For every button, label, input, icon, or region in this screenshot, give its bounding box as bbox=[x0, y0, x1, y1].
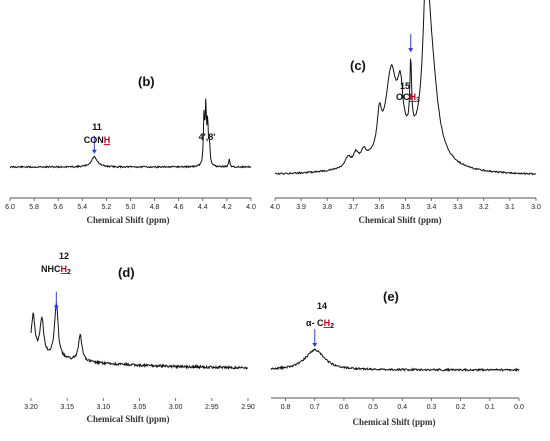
annotation-arrow-head bbox=[53, 305, 59, 310]
x-tick-label: 3.8 bbox=[322, 204, 332, 211]
highlighted-proton: H bbox=[61, 264, 68, 274]
x-tick-label: 3.5 bbox=[401, 204, 411, 211]
x-tick-label: 3.7 bbox=[348, 204, 358, 211]
x-tick-label: 3.20 bbox=[24, 404, 38, 411]
x-tick-label: 4.4 bbox=[198, 204, 208, 211]
nhch2-subscript: 2 bbox=[67, 269, 71, 276]
x-tick-label: 5.8 bbox=[29, 204, 39, 211]
panel-e-label: (e) bbox=[383, 289, 399, 304]
panel-e-alphach2-label: α- CH2 bbox=[306, 318, 334, 330]
panel-b-peak11-number: 11 bbox=[92, 122, 102, 132]
panel-b-48-label: 4',8' bbox=[199, 132, 216, 142]
x-tick-label: 0.3 bbox=[427, 404, 437, 411]
nhch2-text: NHC bbox=[41, 264, 61, 274]
panel-c-peak15-number: 15 bbox=[400, 81, 410, 91]
x-tick-label: 5.6 bbox=[53, 204, 63, 211]
highlighted-proton: H bbox=[104, 135, 111, 145]
x-tick-label: 5.2 bbox=[102, 204, 112, 211]
x-tick-label: 3.6 bbox=[375, 204, 385, 211]
och3-subscript: 3 bbox=[416, 97, 420, 104]
x-tick-label: 0.0 bbox=[514, 404, 524, 411]
x-tick-label: 0.7 bbox=[310, 404, 320, 411]
panel-e-peak14-number: 14 bbox=[317, 301, 327, 311]
spectrum-line bbox=[30, 303, 249, 370]
x-tick-label: 3.4 bbox=[427, 204, 437, 211]
panel-b-spectrum: 6.0 5.8 5.6 5.4 5.2 5.0 4.8 4.6 4.4 4.2 4.0 bbox=[5, 98, 256, 211]
x-tick-label: 0.1 bbox=[485, 404, 495, 411]
panel-e-xlabel: Chemical Shift (ppm) bbox=[353, 417, 436, 427]
spectrum-line bbox=[9, 98, 252, 169]
panel-d-nhch2-label: NHCH2 bbox=[41, 264, 71, 276]
x-tick-label: 2.95 bbox=[205, 404, 219, 411]
x-tick-label: 3.0 bbox=[531, 204, 541, 211]
panel-b-conh-label: CONH bbox=[84, 135, 111, 145]
panel-c-xlabel: Chemical Shift (ppm) bbox=[359, 215, 442, 225]
x-tick-label: 0.4 bbox=[397, 404, 407, 411]
x-tick-label: 4.0 bbox=[270, 204, 280, 211]
x-tick-label: 4.8 bbox=[150, 204, 160, 211]
x-tick-label: 6.0 bbox=[5, 204, 15, 211]
x-tick-label: 4.0 bbox=[246, 204, 256, 211]
x-tick-label: 3.9 bbox=[296, 204, 306, 211]
panel-b-xlabel: Chemical Shift (ppm) bbox=[87, 215, 170, 225]
och3-text: OC bbox=[396, 92, 410, 102]
highlighted-proton: H bbox=[324, 318, 331, 328]
panel-d-xlabel: Chemical Shift (ppm) bbox=[87, 414, 170, 424]
panel-c-label: (c) bbox=[350, 58, 366, 73]
x-tick-label: 3.3 bbox=[453, 204, 463, 211]
annotation-arrow-head bbox=[408, 48, 414, 53]
panel-d-peak12-number: 12 bbox=[59, 251, 69, 261]
x-tick-label: 3.10 bbox=[97, 404, 111, 411]
x-tick-label: 3.1 bbox=[505, 204, 515, 211]
panel-c-och3-label: OCH3 bbox=[396, 92, 420, 104]
x-tick-label: 5.4 bbox=[77, 204, 87, 211]
x-tick-label: 3.15 bbox=[60, 404, 74, 411]
x-tick-label: 0.5 bbox=[368, 404, 378, 411]
x-tick-label: 2.90 bbox=[241, 404, 255, 411]
x-tick-label: 5.0 bbox=[126, 204, 136, 211]
panel-d-label: (d) bbox=[118, 265, 135, 280]
x-tick-label: 3.00 bbox=[169, 404, 183, 411]
x-tick-label: 4.6 bbox=[174, 204, 184, 211]
panel-e-spectrum: 0.8 0.7 0.6 0.5 0.4 0.3 0.2 0.1 0.0 bbox=[270, 329, 524, 411]
spectrum-line bbox=[270, 348, 520, 373]
highlighted-proton: H bbox=[410, 92, 417, 102]
conh-text: CON bbox=[84, 135, 104, 145]
x-tick-label: 0.6 bbox=[339, 404, 349, 411]
x-tick-label: 0.2 bbox=[456, 404, 466, 411]
alphach2-subscript: 2 bbox=[330, 323, 334, 330]
spectrum-line bbox=[275, 0, 537, 176]
panel-c-spectrum: 4.0 3.9 3.8 3.7 3.6 3.5 3.4 3.3 3.2 3.1 3.0 bbox=[270, 0, 541, 211]
alphach2-text: α- C bbox=[306, 318, 324, 328]
panel-d-spectrum: 3.20 3.15 3.10 3.05 3.00 2.95 2.90 bbox=[24, 291, 255, 411]
x-tick-label: 3.2 bbox=[479, 204, 489, 211]
annotation-arrow-head bbox=[91, 149, 97, 154]
x-tick-label: 4.2 bbox=[222, 204, 232, 211]
panel-b-label: (b) bbox=[138, 74, 155, 89]
annotation-arrow-head bbox=[312, 343, 318, 347]
x-tick-label: 0.8 bbox=[281, 404, 291, 411]
x-tick-label: 3.05 bbox=[133, 404, 147, 411]
